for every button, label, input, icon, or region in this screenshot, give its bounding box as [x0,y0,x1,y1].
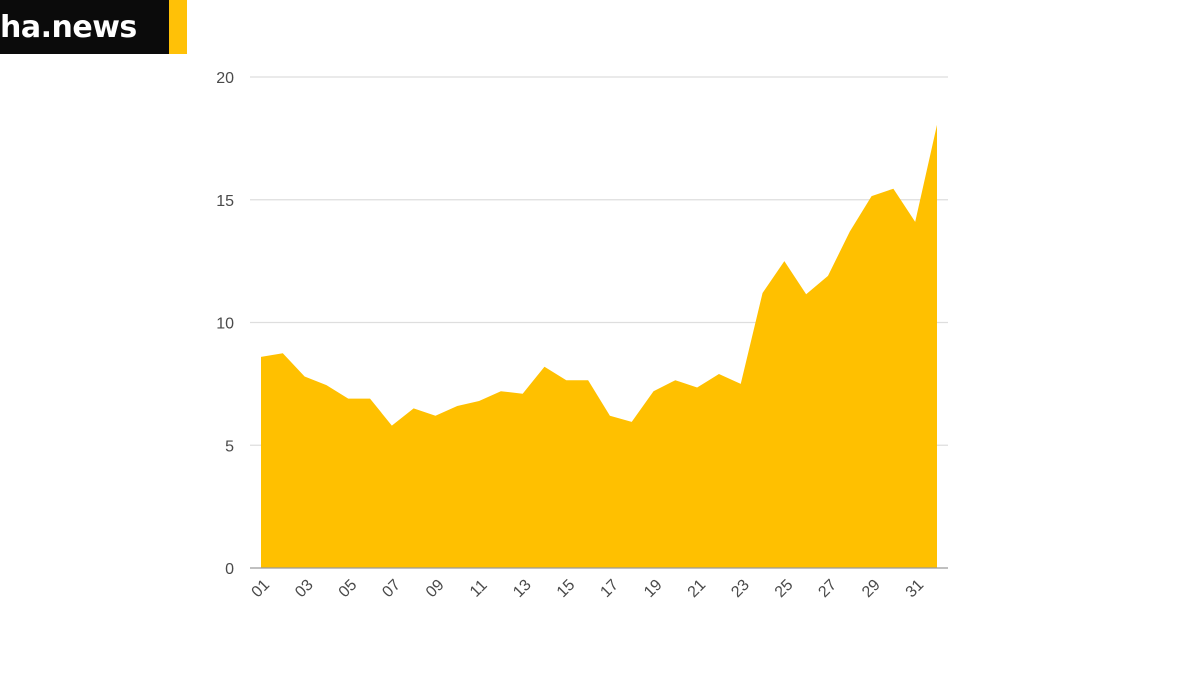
y-axis-tick-labels: 0 5 10 15 20 [216,70,234,578]
x-tick-label: 17 [597,576,622,601]
x-tick-label: 15 [554,576,579,601]
y-tick-label: 5 [225,438,234,455]
x-tick-label: 07 [379,576,404,601]
x-tick-label: 27 [815,576,840,601]
y-tick-label: 10 [216,316,234,333]
area-series [261,124,937,569]
x-tick-label: 11 [467,577,491,601]
x-tick-label: 31 [903,576,928,601]
x-tick-label: 19 [641,576,666,601]
area-fill [261,124,937,569]
y-tick-label: 20 [216,70,234,87]
x-tick-label: 25 [772,576,797,601]
x-axis-tick-labels: 01 03 05 07 09 11 13 15 17 19 21 23 25 27 29 31 [249,576,928,601]
brand-logo-text: ha.news [0,9,137,45]
x-tick-label: 01 [249,576,274,601]
x-tick-label: 29 [859,576,884,601]
x-tick-label: 23 [728,576,753,601]
x-tick-label: 05 [336,576,361,601]
x-tick-label: 09 [423,576,448,601]
y-tick-label: 0 [225,561,234,578]
brand-logo[interactable]: ha.news [0,0,169,54]
brand-accent-bar [169,0,187,54]
x-tick-label: 03 [292,576,317,601]
x-tick-label: 21 [685,576,710,601]
x-tick-label: 13 [510,576,535,601]
y-tick-label: 15 [216,193,234,210]
